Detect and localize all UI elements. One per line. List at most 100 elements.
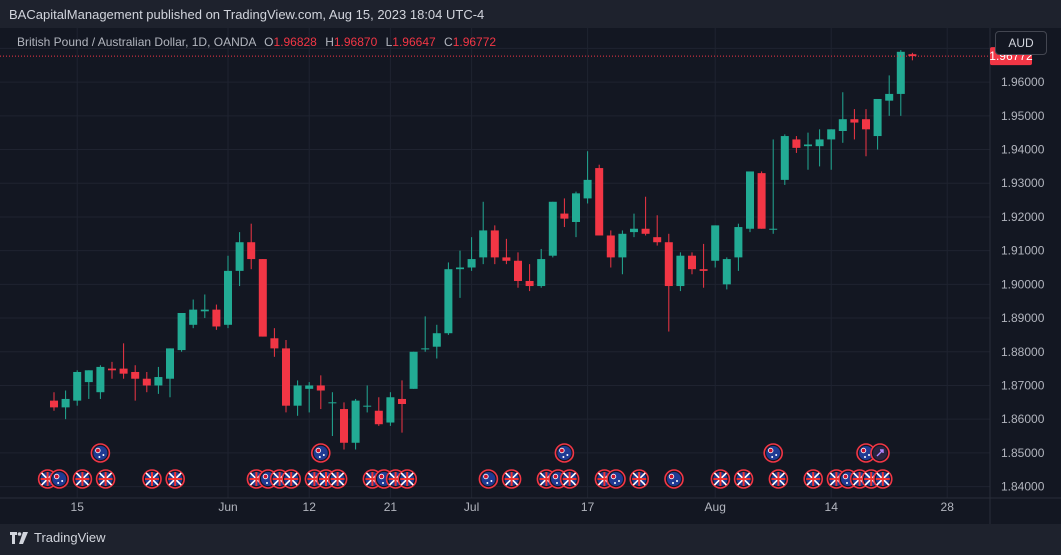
- candle-up: [618, 233, 627, 258]
- tradingview-logo-icon: [10, 531, 28, 544]
- au-flag-star: [676, 480, 678, 482]
- y-tick-label: 1.87000: [1001, 378, 1045, 392]
- candle-up: [305, 385, 314, 389]
- event-marker-row2[interactable]: [478, 469, 499, 489]
- symbol-legend: British Pound / Australian Dollar, 1D, O…: [17, 35, 496, 49]
- event-marker-row2[interactable]: [733, 469, 754, 489]
- au-flag-star: [556, 482, 558, 484]
- candle-up: [583, 179, 592, 199]
- candle-down: [908, 54, 917, 57]
- price-chart[interactable]: 1.84000 1.85000 1.86000 1.87000 1.88000 1.890…: [0, 28, 1061, 524]
- event-marker-row1[interactable]: [554, 443, 575, 463]
- candle-up: [572, 193, 580, 222]
- candle-down: [792, 139, 801, 148]
- au-flag-star: [846, 482, 848, 484]
- event-marker-row2[interactable]: [327, 469, 348, 489]
- y-tick-label: 1.95000: [1001, 109, 1045, 123]
- close-value: 1.96772: [452, 35, 497, 49]
- candle-down: [316, 385, 325, 391]
- x-tick-label: Jun: [218, 500, 237, 514]
- candle-down: [374, 410, 383, 425]
- au-flag-star: [775, 454, 778, 456]
- candle-up: [200, 309, 209, 312]
- event-marker-row1[interactable]: [310, 443, 331, 463]
- y-tick-label: 1.92000: [1001, 210, 1045, 224]
- au-flag-star: [61, 480, 64, 482]
- au-flag-star: [614, 482, 616, 484]
- event-marker-row1[interactable]: [763, 443, 784, 463]
- candle-up: [873, 98, 882, 137]
- candle-up: [479, 230, 488, 258]
- event-marker-row2[interactable]: [664, 469, 684, 489]
- candle-up: [84, 370, 93, 383]
- event-marker-row2[interactable]: [768, 469, 789, 489]
- event-marker-row2[interactable]: [606, 469, 626, 489]
- x-tick-label: Aug: [705, 500, 726, 514]
- candle-up: [293, 385, 302, 406]
- au-flag-star: [57, 482, 60, 484]
- au-flag-icon: [609, 472, 623, 486]
- candle-up: [235, 242, 244, 271]
- candle-up: [166, 348, 174, 379]
- candle-down: [850, 119, 859, 123]
- au-flag-star: [868, 454, 870, 456]
- grid-lines: [0, 28, 990, 498]
- event-marker-row2[interactable]: [803, 469, 824, 489]
- au-flag-star: [266, 482, 268, 484]
- candle-up: [456, 267, 464, 270]
- candle-down: [525, 280, 534, 287]
- y-tick-label: 1.93000: [1001, 176, 1045, 190]
- candle-up: [769, 228, 778, 230]
- y-tick-label: 1.90000: [1001, 277, 1045, 291]
- chart-area[interactable]: 1.84000 1.85000 1.86000 1.87000 1.88000 1.890…: [0, 28, 1061, 524]
- candle-down: [653, 237, 662, 243]
- event-marker-row2[interactable]: [872, 469, 893, 489]
- publisher-bar: BACapitalManagement published on Trading…: [0, 0, 1061, 28]
- candle-down: [108, 368, 116, 371]
- candle-down: [757, 173, 766, 229]
- event-marker-row1[interactable]: [856, 443, 876, 463]
- candle-up: [351, 400, 360, 443]
- y-tick-label: 1.84000: [1001, 480, 1045, 494]
- event-marker-row2[interactable]: [142, 469, 162, 489]
- event-marker-row2[interactable]: [95, 469, 116, 489]
- au-flag-union: [842, 473, 849, 480]
- event-marker-row2[interactable]: [165, 469, 185, 489]
- candle-down: [270, 338, 279, 349]
- y-tick-label: 1.86000: [1001, 412, 1045, 426]
- publisher-line: BACapitalManagement published on Trading…: [9, 7, 485, 22]
- candle-down: [490, 230, 499, 258]
- candle-up: [432, 333, 441, 347]
- event-marker-row2[interactable]: [49, 469, 70, 489]
- x-tick-label: 17: [581, 500, 595, 514]
- event-marker-row1[interactable]: [90, 443, 111, 463]
- high-label: H: [325, 35, 334, 49]
- au-flag-icon: [667, 472, 681, 486]
- candle-down: [560, 213, 569, 219]
- event-marker-row2[interactable]: [281, 469, 302, 489]
- au-flag-union: [95, 447, 101, 454]
- special-event-arrow: [876, 449, 884, 457]
- candle-up: [838, 119, 847, 131]
- candle-up: [328, 402, 337, 404]
- au-flag-union: [860, 447, 867, 454]
- candle-down: [131, 371, 140, 379]
- event-marker-row2[interactable]: [72, 469, 93, 489]
- currency-button[interactable]: AUD: [995, 31, 1047, 55]
- candle-up: [467, 259, 476, 268]
- event-marker-row1[interactable]: [870, 443, 890, 463]
- event-marker-row2[interactable]: [397, 469, 418, 489]
- candle-up: [224, 270, 232, 325]
- x-tick-label: 14: [825, 500, 839, 514]
- event-marker-row2[interactable]: [710, 469, 731, 489]
- tradingview-logo[interactable]: TradingView: [10, 530, 106, 545]
- event-marker-row2[interactable]: [559, 469, 580, 489]
- au-flag-icon: [313, 446, 328, 460]
- event-marker-row2[interactable]: [629, 469, 650, 489]
- au-flag-star: [102, 454, 105, 456]
- candle-down: [258, 259, 267, 337]
- candle-up: [363, 405, 372, 407]
- event-marker-row2[interactable]: [501, 469, 522, 489]
- footer-bar: TradingView: [0, 524, 1061, 555]
- candle-up: [734, 227, 743, 258]
